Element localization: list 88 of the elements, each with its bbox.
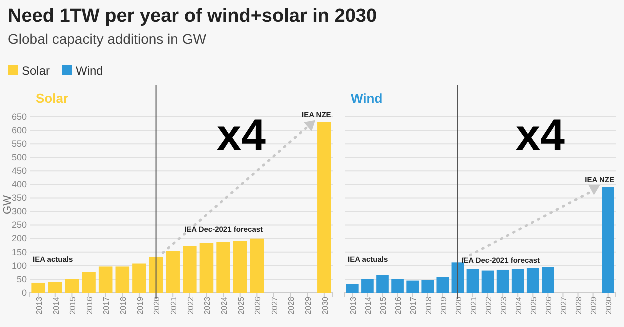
x-tick-label: 2015 (379, 296, 388, 315)
bar (132, 264, 146, 293)
bar (233, 241, 248, 293)
y-tick-label: 450 (12, 166, 27, 176)
text: Wind (351, 91, 383, 106)
x-tick-label: 2014 (364, 296, 374, 315)
bar (362, 279, 374, 293)
bar (216, 242, 230, 293)
bar (48, 282, 62, 293)
bar (482, 270, 494, 293)
y-tick-label: 150 (12, 247, 27, 258)
y-tick-label: 400 (12, 180, 27, 190)
x-tick-label: 2017 (102, 296, 112, 315)
bar (406, 280, 419, 293)
bar (542, 267, 554, 293)
bar (32, 282, 46, 293)
bar (512, 269, 524, 293)
x-tick-label: 2026 (544, 296, 554, 315)
x-tick-label: 2029 (304, 296, 314, 315)
y-tick-label: 600 (12, 125, 27, 136)
y-tick-label: 350 (12, 193, 27, 204)
x-tick-label: 2020 (152, 296, 162, 315)
x-tick-label: 2025 (236, 296, 246, 315)
bar (602, 187, 614, 293)
y-tick-label: 650 (12, 112, 27, 122)
bar (436, 277, 450, 293)
bar (346, 284, 359, 293)
x-tick-label: 2018 (424, 296, 434, 315)
x-tick-label: 2014 (52, 296, 61, 315)
chart-title: Need 1TW per year of wind+solar in 2030 (8, 6, 378, 27)
x-tick-label: 2019 (439, 296, 448, 315)
x-tick-label: 2022 (484, 296, 494, 315)
text: Solar (36, 91, 69, 106)
chart-subtitle: Global capacity additions in GW (8, 31, 208, 47)
x-tick-label: 2020 (454, 296, 464, 315)
legend-label: Solar (22, 64, 50, 78)
x-tick-label: 2015 (68, 296, 78, 315)
x-tick-label: 2026 (254, 296, 263, 315)
y-tick-label: 200 (12, 234, 27, 244)
bar (166, 251, 180, 293)
x-tick-label: 2013 (349, 296, 358, 315)
x-tick-label: 2027 (270, 296, 280, 315)
bar (200, 243, 214, 293)
x-tick-label: 2021 (469, 296, 478, 315)
x-tick-label: 2016 (394, 296, 404, 315)
x-tick-label: 2016 (85, 296, 94, 315)
x-tick-label: 2017 (409, 296, 418, 315)
y-tick-label: 500 (12, 152, 27, 162)
x-tick-label: 2028 (287, 296, 296, 315)
bar (452, 262, 464, 293)
bar (318, 122, 332, 293)
x-tick-label: 2027 (560, 296, 569, 315)
x-tick-label: 2025 (530, 296, 539, 315)
bar (65, 279, 80, 293)
legend-label: Wind (76, 64, 104, 78)
x-tick-label: 2028 (574, 296, 584, 315)
bar (98, 266, 113, 293)
bar (422, 280, 434, 293)
y-tick-label: 50 (16, 274, 27, 284)
bar (116, 266, 130, 293)
x-tick-label: 2023 (499, 296, 508, 315)
annotation: x4 (516, 111, 566, 160)
bar (183, 246, 197, 293)
y-tick-label: 300 (12, 206, 27, 217)
x-tick-label: 2022 (186, 296, 196, 315)
x-tick-label: 2029 (590, 296, 599, 315)
x-tick-label: 2023 (203, 296, 212, 315)
x-tick-label: 2021 (169, 296, 178, 315)
bar (496, 270, 510, 293)
bar (392, 279, 404, 293)
bar (250, 238, 264, 293)
bar (82, 272, 96, 293)
y-tick-label: 550 (12, 138, 27, 149)
bar (526, 268, 540, 293)
bar (376, 275, 389, 293)
bar (466, 269, 480, 293)
x-tick-label: 2013 (34, 296, 44, 315)
x-tick-label: 2030 (604, 296, 614, 315)
y-tick-label: 100 (12, 260, 27, 271)
x-tick-label: 2030 (320, 296, 330, 315)
bar (149, 256, 164, 293)
x-tick-label: 2024 (220, 296, 229, 315)
annotation: x4 (217, 111, 266, 160)
y-tick-label: 0 (22, 288, 27, 298)
x-tick-label: 2019 (136, 296, 145, 315)
y-tick-label: 250 (12, 220, 27, 230)
x-tick-label: 2024 (514, 296, 524, 315)
x-tick-label: 2018 (119, 296, 128, 315)
